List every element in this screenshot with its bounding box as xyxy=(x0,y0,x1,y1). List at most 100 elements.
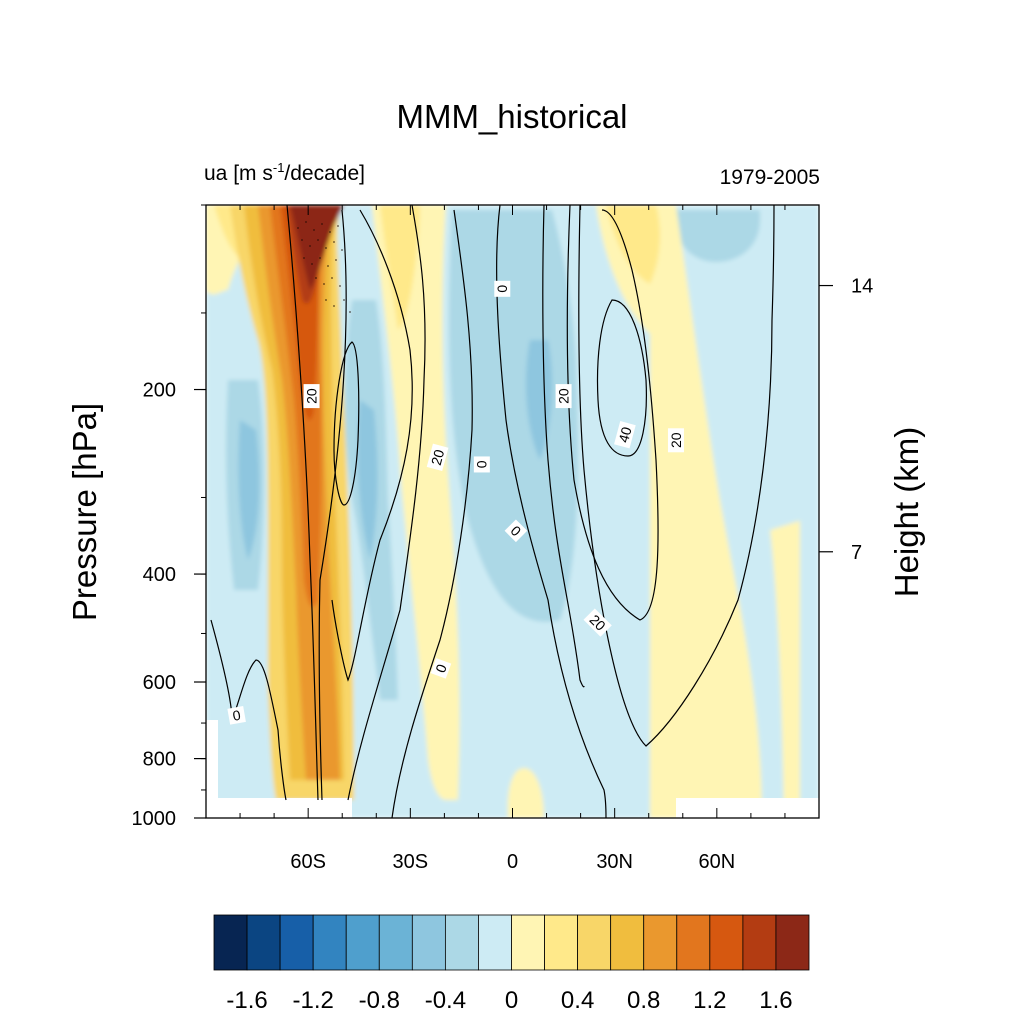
colorbar: -1.6 -1.2 -0.8 -0.4 0 0.4 0.8 1.2 1.6 xyxy=(213,914,810,1014)
y-axis-left: 200 400 600 800 1000 xyxy=(132,204,206,830)
stipple-dot xyxy=(305,221,307,223)
stipple-dot xyxy=(317,239,319,241)
colorbar-label: -1.6 xyxy=(226,987,267,1014)
colorbar-swatch xyxy=(709,914,744,971)
y-tick-label: 800 xyxy=(143,749,176,771)
colorbar-label: 1.2 xyxy=(693,987,726,1014)
contour-line xyxy=(596,299,647,457)
field-region xyxy=(449,210,579,622)
x-tick-label: 60N xyxy=(698,851,735,873)
y-axis-right: 14 7 xyxy=(819,276,873,564)
colorbar-swatch xyxy=(742,914,777,971)
y-axis-left-label: Pressure [hPa] xyxy=(66,403,103,621)
stipple-dot xyxy=(339,285,341,287)
contour-line xyxy=(333,341,360,506)
contour-label-bg xyxy=(583,608,612,637)
colorbar-label: 0 xyxy=(505,987,518,1014)
stipple-dot xyxy=(325,247,327,249)
field-region xyxy=(800,205,819,818)
colorbar-swatch xyxy=(643,914,678,971)
stipple-dot xyxy=(325,299,327,301)
colorbar-label: 1.6 xyxy=(759,987,792,1014)
colorbar-label: -1.2 xyxy=(292,987,333,1014)
field-region xyxy=(380,205,420,330)
colorbar-swatch xyxy=(676,914,711,971)
colorbar-swatch xyxy=(411,914,446,971)
field-region xyxy=(238,420,260,560)
contour-label-bg xyxy=(494,280,511,297)
contour-label: 20 xyxy=(426,443,449,471)
x-tick-label: 0 xyxy=(507,851,518,873)
field-region xyxy=(372,205,460,800)
stipple-dot xyxy=(311,263,313,265)
stipple-dot xyxy=(333,305,335,307)
right-subtitle: 1979-2005 xyxy=(720,166,820,189)
contour-label: 40 xyxy=(614,421,636,449)
contour-line xyxy=(578,205,775,747)
contour-lines xyxy=(210,205,775,818)
x-tick-label: 30N xyxy=(596,851,633,873)
stipple-dot xyxy=(321,223,323,225)
y-tick-label: 400 xyxy=(143,564,176,586)
contour-label-text: 20 xyxy=(668,432,684,448)
chart-title: MMM_historical xyxy=(396,98,627,135)
contour-label-bg xyxy=(614,421,636,449)
x-tick-label: 30S xyxy=(393,851,429,873)
contour-label-text: 0 xyxy=(494,285,510,293)
y-right-tick-label: 7 xyxy=(851,542,862,564)
colorbar-swatch xyxy=(478,914,512,971)
field-region xyxy=(290,205,344,290)
contour-label-bg xyxy=(227,706,246,725)
colorbar-swatch xyxy=(378,914,413,971)
field-region xyxy=(507,768,544,818)
colorbar-swatch xyxy=(444,914,479,971)
colorbar-label: 0.4 xyxy=(561,987,594,1014)
colorbar-swatch xyxy=(213,914,248,971)
contour-label-bg xyxy=(667,428,684,453)
y-tick-label: 600 xyxy=(143,672,176,694)
colorbar-label: -0.8 xyxy=(359,987,400,1014)
x-tick-label: 60S xyxy=(290,851,326,873)
contour-label-bg xyxy=(303,384,320,409)
colorbar-swatch xyxy=(345,914,380,971)
stipple-dot xyxy=(301,239,303,241)
contour-label: 20 xyxy=(667,428,684,453)
field-region xyxy=(606,205,660,284)
contour-line xyxy=(542,205,585,688)
colorbar-label: -0.4 xyxy=(425,987,466,1014)
contour-label-text: 20 xyxy=(556,388,572,404)
shaded-field xyxy=(206,205,819,818)
x-axis: 60S 30S 0 30N 60N xyxy=(239,205,786,873)
colorbar-swatch xyxy=(511,914,545,971)
stipple-dot xyxy=(303,257,305,259)
contour-label-text: 0 xyxy=(231,707,242,724)
field-region xyxy=(596,205,762,818)
colorbar-swatch xyxy=(610,914,645,971)
colorbar-swatch xyxy=(279,914,314,971)
contour-label-bg xyxy=(426,443,449,471)
stipple-dot xyxy=(309,245,311,247)
contour-line xyxy=(210,619,287,801)
colorbar-swatch xyxy=(544,914,579,971)
stipple-dot xyxy=(327,265,329,267)
stipple-dot xyxy=(337,225,339,227)
colorbar-swatch xyxy=(775,914,810,971)
contour-line xyxy=(391,209,473,818)
contour-label-bg xyxy=(430,658,452,679)
significance-stippling xyxy=(297,221,351,313)
missing-data xyxy=(206,720,218,818)
stipple-dot xyxy=(341,249,343,251)
colorbar-swatch xyxy=(577,914,612,971)
y-axis-right-label: Height (km) xyxy=(888,427,925,598)
stipple-dot xyxy=(297,227,299,229)
colorbar-swatch xyxy=(246,914,281,971)
field-region xyxy=(770,520,808,818)
contour-label-text: 20 xyxy=(428,448,448,467)
missing-data xyxy=(676,798,819,818)
contour-label-text: 40 xyxy=(615,425,635,444)
y-tick-label: 1000 xyxy=(132,808,177,830)
contour-line xyxy=(496,205,607,818)
